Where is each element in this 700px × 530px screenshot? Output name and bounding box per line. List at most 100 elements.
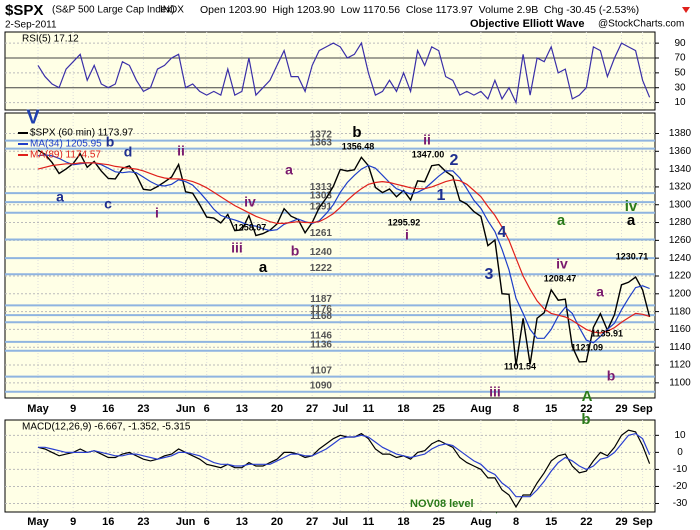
series-line: [37, 154, 650, 344]
y-tick-label: 50: [674, 67, 686, 78]
panel: [4, 419, 656, 513]
wave-label: b: [607, 368, 616, 384]
y-tick-label: 10: [674, 97, 686, 108]
level-label: 1303: [310, 191, 333, 202]
series-line: [37, 149, 651, 366]
x-tick-label: Sep: [632, 403, 652, 415]
y-tick-label: 1120: [669, 360, 691, 371]
x-tick-label: 29: [615, 516, 627, 528]
y-tick-label: 90: [674, 38, 686, 49]
wave-label: b: [352, 124, 361, 141]
level-label: 1261: [310, 228, 333, 239]
x-tick-label: 23: [137, 403, 149, 415]
series-line: [37, 41, 651, 105]
x-tick-label: 13: [236, 516, 248, 528]
wave-label: 1: [437, 187, 446, 204]
wave-label: ii: [177, 143, 185, 159]
wave-label: a: [285, 162, 293, 178]
x-tick-label: 6: [204, 403, 210, 415]
level-label: 1107: [310, 365, 332, 376]
level-label: 1146: [310, 331, 332, 342]
x-tick-label: Jul: [332, 516, 348, 528]
y-tick-label: 1140: [669, 342, 691, 353]
y-tick-label: 1180: [669, 306, 691, 317]
x-tick-label: Aug: [470, 403, 491, 415]
wave-label: 1295.92: [388, 217, 421, 227]
wave-label: V: [26, 106, 40, 128]
level-label: 1176: [310, 304, 332, 315]
wave-label: iii: [231, 240, 243, 256]
y-tick-label: 1380: [669, 128, 692, 139]
wave-label: iv: [556, 256, 568, 272]
level-label: 1168: [310, 311, 332, 322]
wave-label: c: [104, 196, 112, 212]
annotation: NOV08 level: [410, 498, 474, 510]
y-tick-label: 30: [674, 82, 686, 93]
level-label: 1372: [310, 129, 333, 140]
x-tick-label: 20: [271, 403, 283, 415]
wave-label: iii: [489, 384, 501, 400]
level-label: 1313: [310, 182, 333, 193]
legend-entry: $SPX (60 min) 1173.97: [30, 128, 134, 139]
level-label: 1240: [310, 247, 333, 258]
y-tick-label: 1360: [669, 146, 692, 157]
wave-label: b: [106, 134, 115, 150]
wave-label: 1208.47: [544, 273, 577, 283]
x-tick-label: 25: [433, 516, 445, 528]
wave-label: a: [557, 212, 566, 229]
x-tick-label: 25: [433, 403, 445, 415]
credit: @StockCharts.com: [598, 19, 684, 30]
x-tick-label: Sep: [632, 516, 652, 528]
x-tick-label: 15: [545, 403, 557, 415]
x-tick-label: 16: [102, 516, 114, 528]
y-tick-label: 1220: [669, 271, 692, 282]
y-tick-label: -10: [673, 464, 688, 475]
wave-label: iv: [244, 194, 256, 210]
quote: Open 1203.90 High 1203.90 Low 1170.56 Cl…: [200, 4, 639, 16]
exchange: INDX: [160, 5, 184, 16]
panel-legend: RSI(5) 17.12: [22, 34, 79, 45]
x-tick-label: 23: [137, 516, 149, 528]
y-tick-label: 1260: [669, 235, 692, 246]
x-tick-label: 16: [102, 403, 114, 415]
wave-label: 1347.00: [412, 149, 445, 159]
wave-label: a: [259, 259, 268, 276]
y-tick-label: 1320: [669, 182, 692, 193]
y-tick-label: 1300: [669, 199, 692, 210]
x-tick-label: Jul: [332, 403, 348, 415]
level-label: 1136: [310, 339, 332, 350]
wave-label: 2: [450, 152, 459, 169]
y-tick-label: -20: [673, 481, 688, 492]
series-line: [38, 432, 651, 498]
wave-label: a: [627, 212, 636, 229]
x-tick-label: Jun: [176, 403, 196, 415]
x-tick-label: 20: [271, 516, 283, 528]
x-tick-label: 11: [363, 516, 375, 528]
symbol-name: (S&P 500 Large Cap Index): [52, 5, 175, 16]
level-label: 1090: [310, 380, 333, 391]
y-tick-label: 1100: [669, 378, 691, 389]
date: 2-Sep-2011: [5, 20, 57, 31]
wave-label: A: [582, 388, 593, 405]
x-tick-label: 27: [306, 403, 318, 415]
x-tick-label: May: [27, 403, 49, 415]
level-label: 1222: [310, 263, 333, 274]
wave-label: 1135.91: [591, 328, 623, 338]
wave-label: ii: [423, 132, 431, 148]
wave-label: i: [405, 227, 409, 243]
wave-label: 1258.07: [234, 222, 267, 232]
x-tick-label: 22: [580, 403, 592, 415]
wave-label: 1230.71: [616, 251, 649, 261]
x-tick-label: 11: [363, 403, 375, 415]
wave-label: 3: [485, 266, 494, 283]
level-label: 1187: [310, 294, 332, 305]
y-tick-label: -30: [673, 498, 688, 509]
wave-label: a: [56, 189, 64, 205]
wave-label: 1101.54: [504, 361, 536, 371]
x-tick-label: Jun: [176, 516, 196, 528]
y-tick-label: 0: [677, 447, 683, 458]
wave-label: b: [581, 411, 590, 428]
wave-label: d: [124, 144, 133, 160]
y-tick-label: 70: [674, 53, 686, 64]
x-tick-label: 8: [513, 403, 519, 415]
